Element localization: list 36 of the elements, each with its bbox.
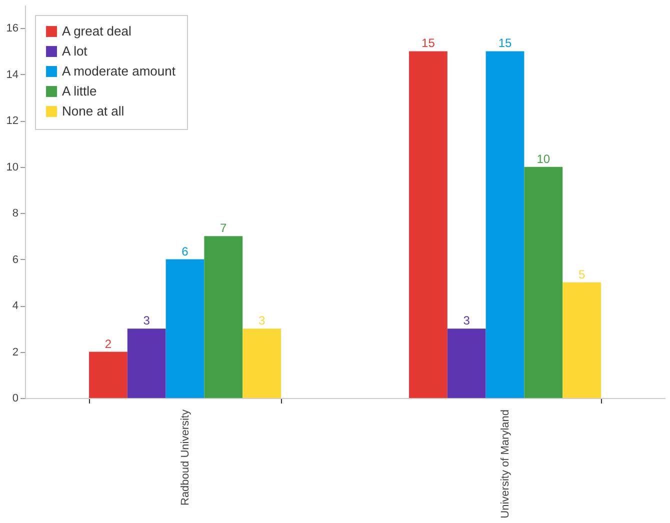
data-label: 5 xyxy=(578,267,586,282)
data-label: 7 xyxy=(220,221,228,236)
data-label: 6 xyxy=(182,244,189,258)
bar xyxy=(242,328,281,398)
bar xyxy=(524,166,563,398)
bar xyxy=(127,328,166,398)
legend-label: A great deal xyxy=(62,24,132,38)
data-label: 3 xyxy=(463,314,470,328)
y-tick-label: 14 xyxy=(6,68,18,81)
bar xyxy=(204,236,243,398)
x-tick-label: University of Maryland xyxy=(500,410,512,518)
bar xyxy=(447,328,486,398)
x-tick-label: Radboud University xyxy=(180,409,192,506)
legend-label: A little xyxy=(62,84,97,98)
y-tick-label: 10 xyxy=(6,161,18,174)
y-tick-label: 8 xyxy=(12,208,18,220)
bar xyxy=(562,282,601,398)
legend-label: None at all xyxy=(62,104,124,118)
data-label: 3 xyxy=(258,314,266,328)
y-tick-label: 6 xyxy=(12,254,18,266)
y-tick-label: 2 xyxy=(12,346,18,358)
y-tick-label: 0 xyxy=(12,392,18,404)
y-tick-label: 16 xyxy=(6,22,18,35)
data-label: 15 xyxy=(422,36,436,50)
data-label: 10 xyxy=(536,152,550,166)
y-tick-label: 12 xyxy=(6,115,18,128)
data-label: 3 xyxy=(143,314,150,328)
legend-label: A lot xyxy=(62,44,88,58)
bar xyxy=(89,352,128,398)
bar xyxy=(486,51,524,398)
legend-label: A moderate amount xyxy=(62,64,176,78)
y-tick-label: 4 xyxy=(12,300,18,312)
data-label: 15 xyxy=(498,36,512,50)
data-label: 2 xyxy=(104,336,112,351)
bar xyxy=(166,259,204,398)
bar xyxy=(409,51,448,398)
